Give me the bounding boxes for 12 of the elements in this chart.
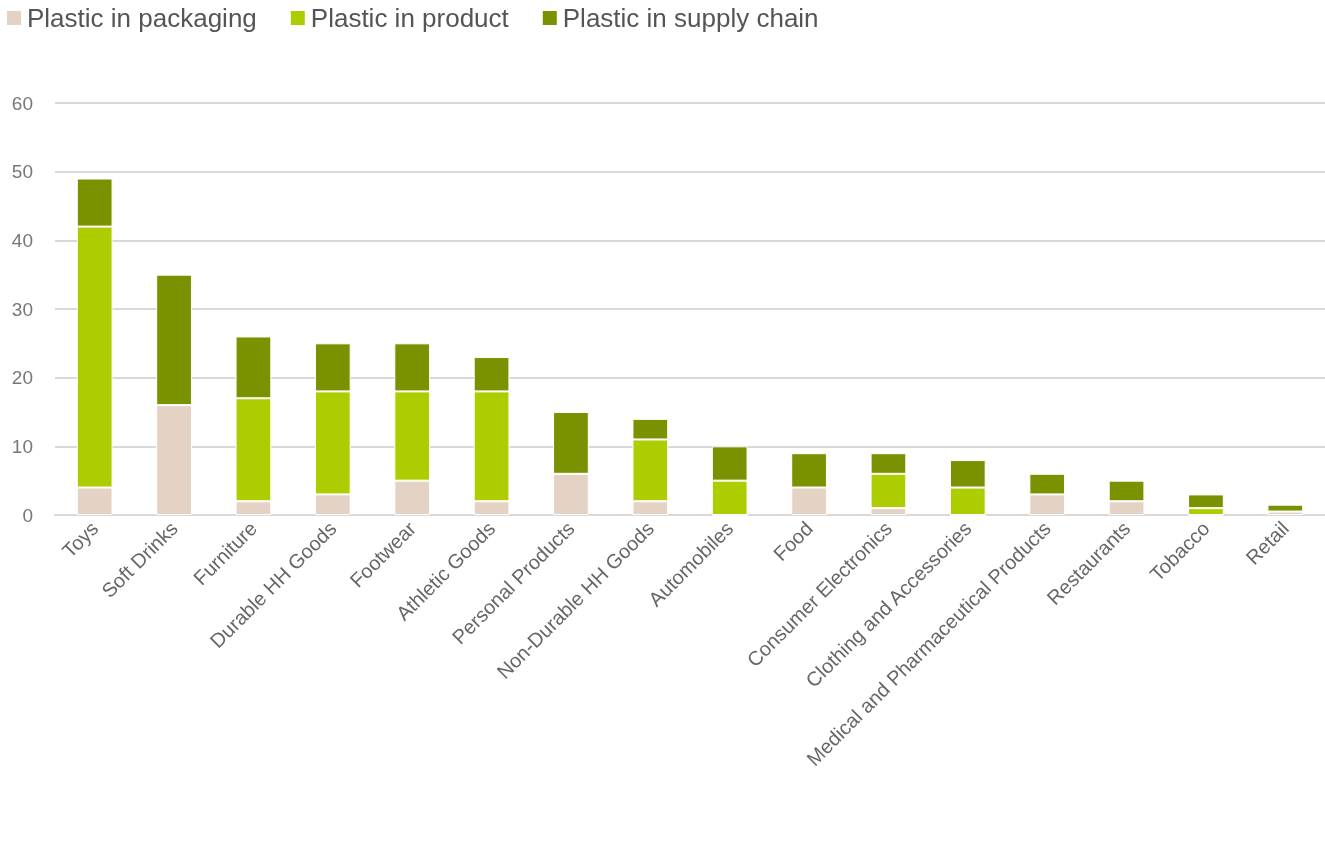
bar — [1267, 504, 1304, 512]
y-tick-label: 60 — [11, 92, 33, 114]
y-tick-label: 10 — [11, 435, 33, 457]
y-tick-label: 0 — [22, 504, 33, 526]
y-tick-label: 40 — [11, 229, 33, 251]
y-tick-label: 30 — [11, 298, 33, 320]
x-tick-label: Toys — [57, 517, 103, 562]
legend-label: Plastic in packaging — [27, 3, 257, 33]
legend-label: Plastic in supply chain — [562, 3, 819, 33]
y-tick-label: 50 — [11, 161, 33, 183]
legend-label: Plastic in product — [310, 3, 510, 33]
y-tick-label: 20 — [11, 367, 33, 389]
